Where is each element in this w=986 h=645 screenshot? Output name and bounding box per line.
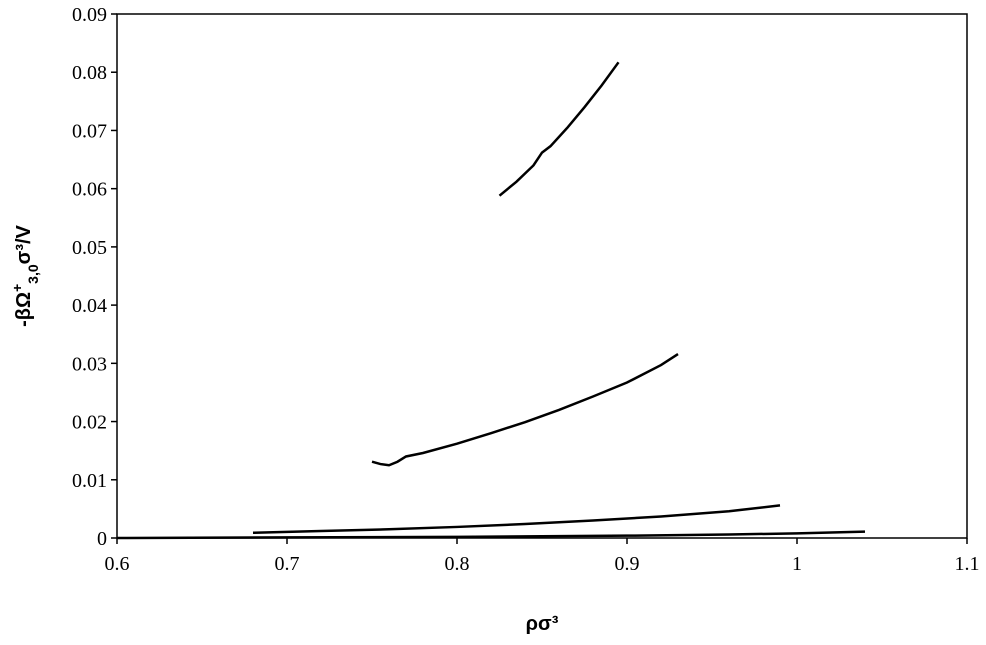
x-axis-label: ρσ³ <box>526 613 559 635</box>
x-tick-label: 1.1 <box>955 553 980 575</box>
x-tick-label: 1 <box>792 553 802 575</box>
y-tick-label: 0.01 <box>72 470 107 492</box>
y-tick-label: 0.04 <box>72 295 107 317</box>
y-label-sup: + <box>9 284 25 292</box>
x-tick-label: 0.7 <box>275 553 300 575</box>
y-tick-label: 0 <box>97 528 107 550</box>
y-axis-label: -βΩ+3,0σ³/V <box>9 224 41 326</box>
line-series <box>371 352 679 467</box>
line-series <box>498 61 620 197</box>
y-label-tail: σ³/V <box>13 224 35 264</box>
y-tick-label: 0.06 <box>72 179 107 201</box>
y-tick-label: 0.08 <box>72 62 107 84</box>
y-label-sub: 3,0 <box>25 264 41 284</box>
y-tick-label: 0.07 <box>72 120 107 142</box>
y-label-main: -βΩ <box>13 292 35 327</box>
y-tick-label: 0.03 <box>72 353 107 375</box>
y-tick-label: 0.05 <box>72 237 107 259</box>
x-tick-label: 0.6 <box>105 553 130 575</box>
plot-frame <box>116 13 968 539</box>
x-tick-label: 0.9 <box>615 553 640 575</box>
line-series <box>252 504 781 535</box>
x-tick-label: 0.8 <box>445 553 470 575</box>
y-tick-label: 0.02 <box>72 412 107 434</box>
y-tick-label: 0.09 <box>72 4 107 26</box>
line-series <box>116 530 866 540</box>
